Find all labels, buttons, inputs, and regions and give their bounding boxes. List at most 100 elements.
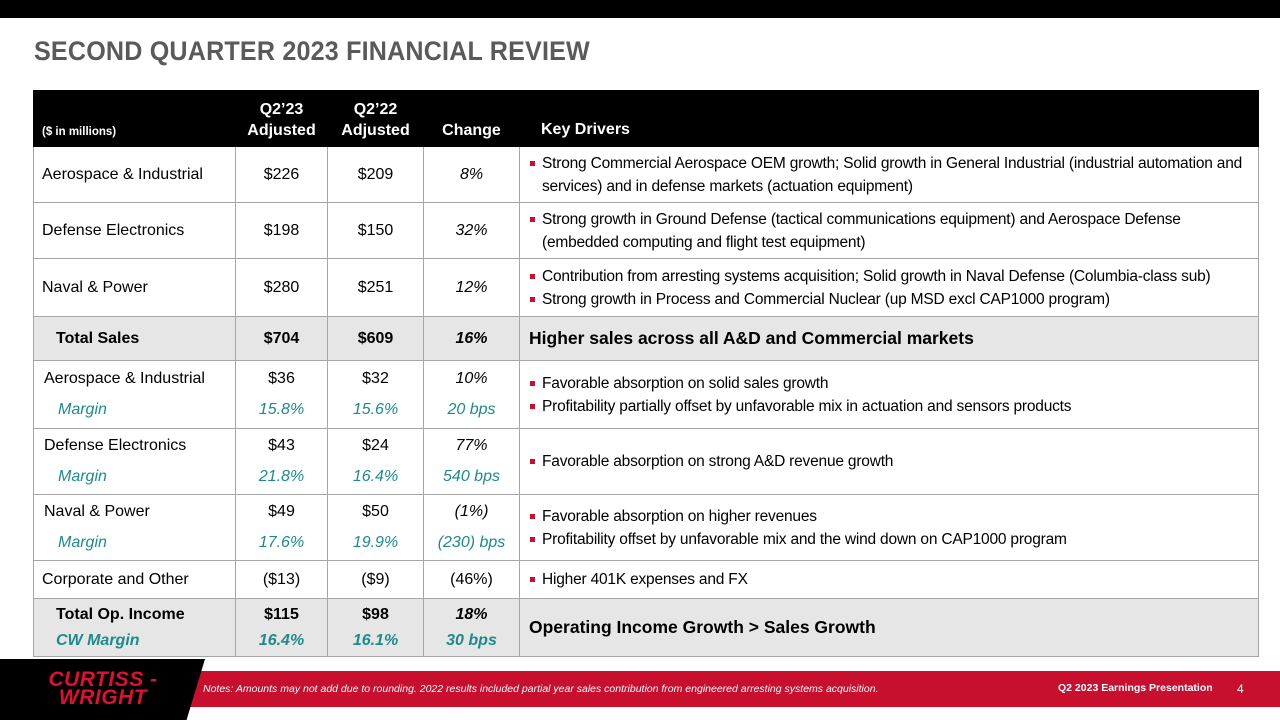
q23-value: $115	[264, 605, 299, 623]
q23-cell: $43 21.8%	[235, 428, 328, 495]
q23-cell: $36 15.8%	[235, 360, 328, 429]
segment-name: Defense Electronics	[33, 202, 236, 259]
change-value: 77%	[455, 437, 488, 454]
q22-margin: 16.4%	[352, 468, 399, 485]
total-op-income-row: Total Op. Income CW Margin $115 16.4% $9…	[33, 598, 1259, 657]
page-title: SECOND QUARTER 2023 FINANCIAL REVIEW	[34, 36, 590, 66]
change-value: 12%	[423, 258, 520, 317]
table-row: Defense Electronics $198 $150 32% Strong…	[33, 202, 1259, 259]
change-margin: 20 bps	[447, 401, 496, 418]
q22-margin: 16.1%	[352, 631, 399, 649]
col-header-q22: Q2’22 Adjusted	[327, 90, 424, 147]
q23-value: $49	[268, 503, 295, 520]
table-row: Naval & Power Margin $49 17.6% $50 19.9%…	[33, 494, 1259, 561]
segment-cell: Defense Electronics Margin	[33, 428, 236, 495]
q22-cell: $24 16.4%	[327, 428, 424, 495]
margin-label: Margin	[58, 401, 107, 418]
driver-item: Higher 401K expenses and FX	[530, 568, 1252, 591]
change-margin: 540 bps	[443, 468, 500, 485]
q23-margin: 15.8%	[258, 401, 305, 418]
driver-item: Contribution from arresting systems acqu…	[530, 265, 1252, 288]
q22-value: $98	[362, 605, 389, 623]
col-header-q23-line2: Adjusted	[247, 122, 316, 139]
q22-cell: $32 15.6%	[327, 360, 424, 429]
key-drivers: Favorable absorption on solid sales grow…	[519, 360, 1259, 429]
q22-value: $32	[362, 370, 389, 387]
footer-bar	[0, 671, 1280, 707]
q22-value: $150	[327, 202, 424, 259]
q23-value: $36	[268, 370, 295, 387]
segment-name: Corporate and Other	[33, 560, 236, 599]
segment-cell: Aerospace & Industrial Margin	[33, 360, 236, 429]
table-row: Corporate and Other ($13) ($9) (46%) Hig…	[33, 560, 1259, 599]
q23-value: $226	[235, 146, 328, 203]
q22-value: $251	[327, 258, 424, 317]
units-label: ($ in millions)	[33, 90, 236, 147]
total-op-label: Total Op. Income	[56, 605, 185, 623]
col-header-q23-line1: Q2’23	[259, 101, 304, 118]
q22-value: $50	[362, 503, 389, 520]
q22-value: $209	[327, 146, 424, 203]
change-cell: 77% 540 bps	[423, 428, 520, 495]
table-row: Naval & Power $280 $251 12% Contribution…	[33, 258, 1259, 317]
segment-name: Aerospace & Industrial	[44, 370, 205, 387]
logo-background	[0, 659, 205, 720]
segment-name: Naval & Power	[44, 503, 150, 520]
q23-cell: $115 16.4%	[235, 598, 328, 657]
q23-margin: 16.4%	[258, 631, 305, 649]
logo-line1: CURTISS -	[48, 668, 158, 691]
table-row: Aerospace & Industrial $226 $209 8% Stro…	[33, 146, 1259, 203]
q22-margin: 19.9%	[352, 534, 399, 551]
change-value: 16%	[423, 316, 520, 361]
q22-cell: $50 19.9%	[327, 494, 424, 561]
financial-table: ($ in millions) Q2’23 Adjusted Q2’22 Adj…	[33, 90, 1259, 657]
q23-value: $704	[235, 316, 328, 361]
q23-margin: 21.8%	[258, 468, 305, 485]
margin-label: Margin	[58, 534, 107, 551]
key-drivers: Strong growth in Ground Defense (tactica…	[519, 202, 1259, 259]
col-header-change: Change	[423, 90, 520, 147]
q23-value: $198	[235, 202, 328, 259]
total-op-driver: Operating Income Growth > Sales Growth	[519, 598, 1259, 657]
cw-margin-label: CW Margin	[56, 631, 140, 649]
key-drivers: Favorable absorption on strong A&D reven…	[519, 428, 1259, 495]
q22-cell: $98 16.1%	[327, 598, 424, 657]
col-header-q22-line1: Q2’22	[353, 101, 398, 118]
key-drivers: Strong Commercial Aerospace OEM growth; …	[519, 146, 1259, 203]
total-op-cell: Total Op. Income CW Margin	[33, 598, 236, 657]
q23-value: ($13)	[235, 560, 328, 599]
change-cell: (1%) (230) bps	[423, 494, 520, 561]
table-row: Aerospace & Industrial Margin $36 15.8% …	[33, 360, 1259, 429]
segment-name: Defense Electronics	[44, 437, 187, 454]
page-number: 4	[1237, 682, 1244, 696]
change-cell: 18% 30 bps	[423, 598, 520, 657]
col-header-q22-line2: Adjusted	[341, 122, 410, 139]
q22-value: $609	[327, 316, 424, 361]
driver-item: Profitability partially offset by unfavo…	[530, 395, 1252, 418]
table-row: Defense Electronics Margin $43 21.8% $24…	[33, 428, 1259, 495]
change-value: (46%)	[423, 560, 520, 599]
total-sales-label: Total Sales	[33, 316, 236, 361]
change-margin: (230) bps	[437, 534, 506, 551]
total-sales-driver: Higher sales across all A&D and Commerci…	[519, 316, 1259, 361]
change-value: 18%	[455, 605, 488, 623]
segment-name: Naval & Power	[33, 258, 236, 317]
q23-cell: $49 17.6%	[235, 494, 328, 561]
q23-value: $43	[268, 437, 295, 454]
change-value: 8%	[423, 146, 520, 203]
total-sales-row: Total Sales $704 $609 16% Higher sales a…	[33, 316, 1259, 361]
driver-item: Strong Commercial Aerospace OEM growth; …	[530, 152, 1252, 198]
top-bar	[0, 0, 1280, 18]
margin-label: Margin	[58, 468, 107, 485]
table-header-row: ($ in millions) Q2’23 Adjusted Q2’22 Adj…	[33, 90, 1259, 147]
curtiss-wright-logo: CURTISS - WRIGHT	[38, 668, 168, 708]
segment-name: Aerospace & Industrial	[33, 146, 236, 203]
driver-item: Strong growth in Process and Commercial …	[530, 288, 1252, 311]
segment-cell: Naval & Power Margin	[33, 494, 236, 561]
footnote: Notes: Amounts may not add due to roundi…	[203, 683, 879, 695]
change-value: 10%	[455, 370, 488, 387]
q22-value: $24	[362, 437, 389, 454]
driver-item: Favorable absorption on higher revenues	[530, 505, 1252, 528]
driver-item: Favorable absorption on solid sales grow…	[530, 372, 1252, 395]
q22-value: ($9)	[327, 560, 424, 599]
